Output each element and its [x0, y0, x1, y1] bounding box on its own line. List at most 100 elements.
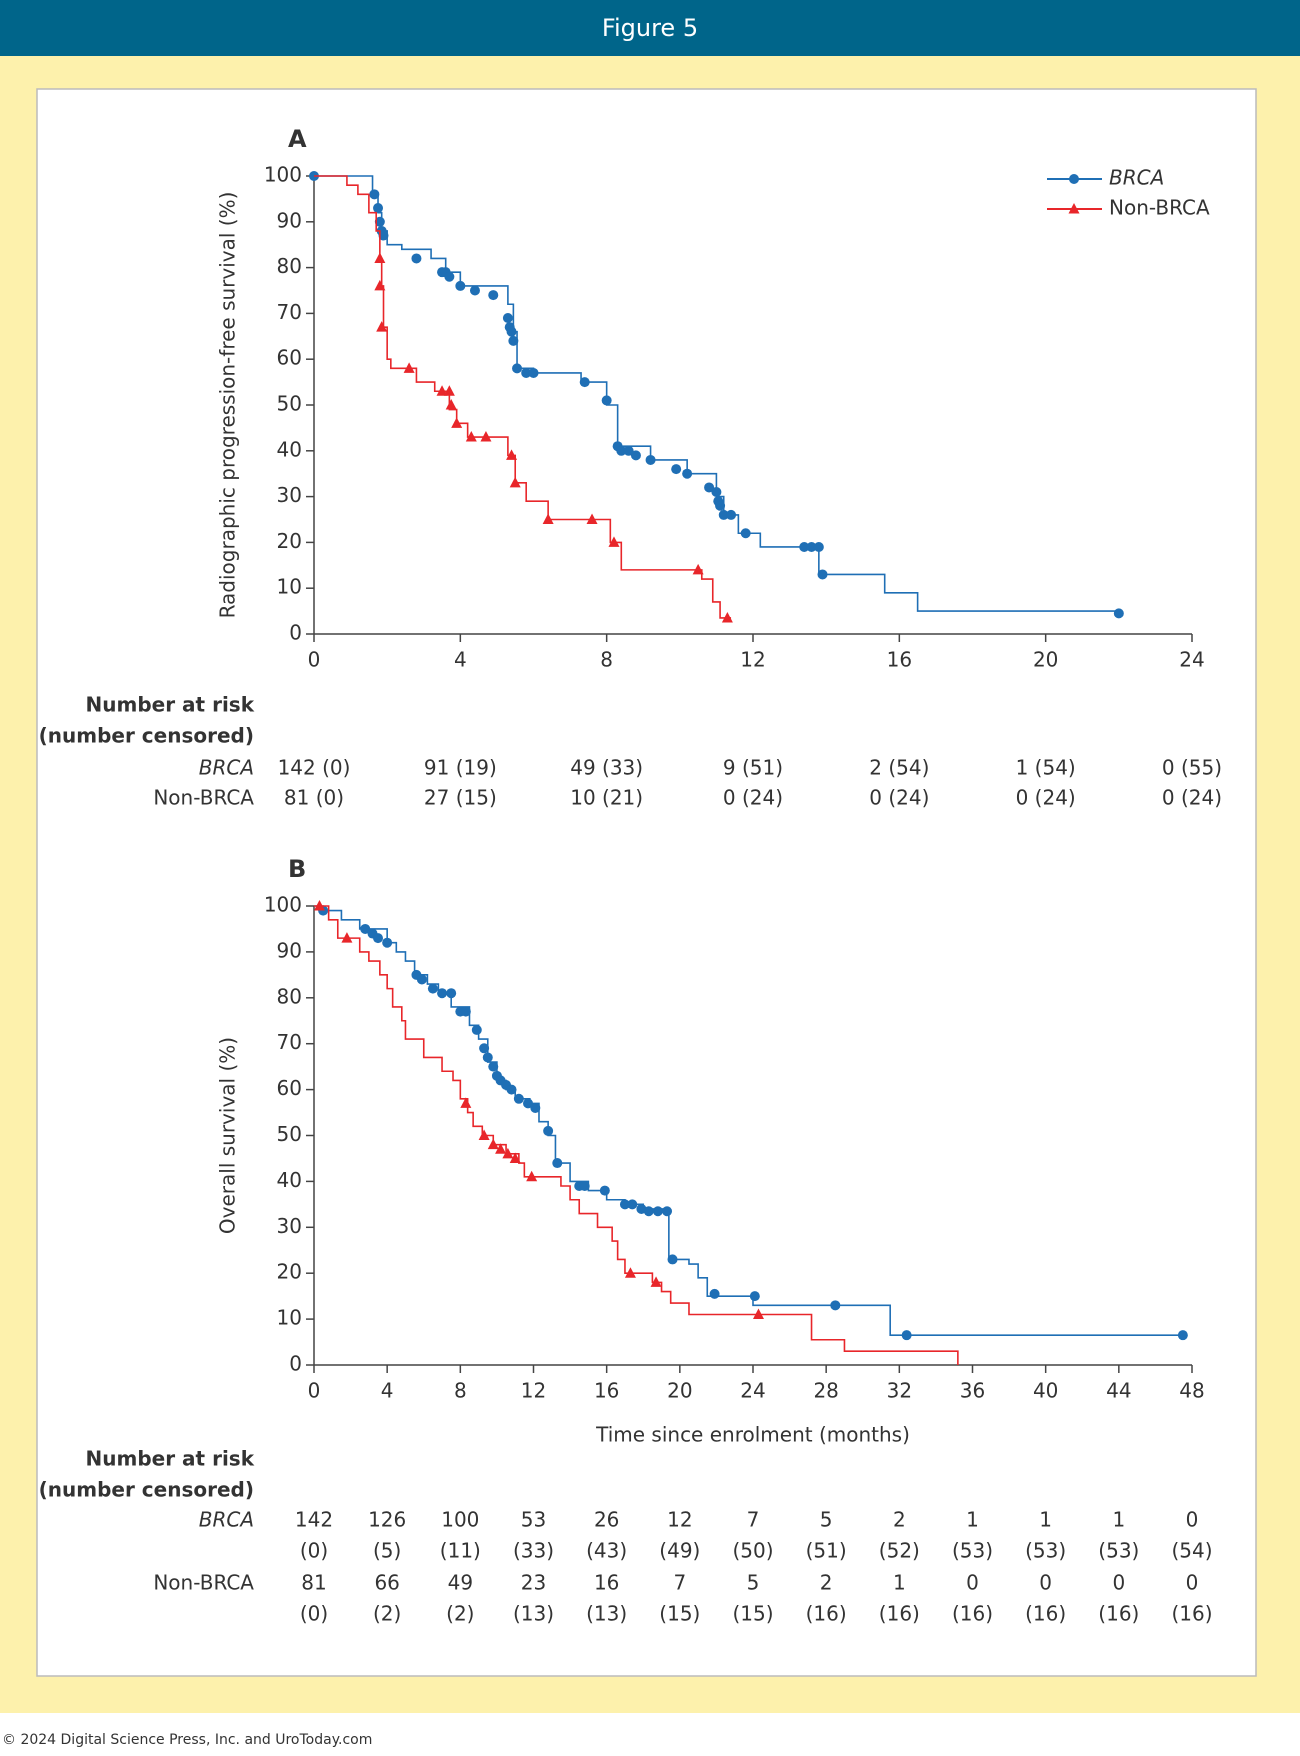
x-tick-label: 0: [308, 648, 321, 672]
risk-censored: (5): [373, 1539, 401, 1563]
censor-mark: [369, 189, 380, 200]
risk-count: 2: [893, 1508, 906, 1532]
y-tick-label: 80: [277, 254, 302, 278]
censor-mark: [749, 1291, 760, 1302]
risk-count: 2: [820, 1571, 833, 1595]
censor-mark: [528, 367, 539, 378]
risk-table-title: Number at risk: [86, 693, 255, 717]
risk-table-subtitle: (number censored): [39, 724, 254, 748]
risk-count: 91 (19): [424, 756, 497, 780]
x-tick-label: 16: [887, 648, 912, 672]
x-tick-label: 12: [521, 1379, 546, 1403]
censor-mark: [645, 454, 656, 465]
y-axis-label: Overall survival (%): [216, 1037, 240, 1234]
risk-count: 0: [1112, 1571, 1125, 1595]
x-tick-label: 48: [1179, 1379, 1204, 1403]
risk-censored: (53): [952, 1539, 993, 1563]
risk-count: 0 (24): [1016, 786, 1076, 810]
risk-censored: (50): [732, 1539, 773, 1563]
censor-mark: [509, 1152, 521, 1163]
censor-mark: [373, 203, 384, 214]
risk-count: 142 (0): [278, 756, 351, 780]
risk-count: 7: [747, 1508, 760, 1532]
risk-count: 0: [1039, 1571, 1052, 1595]
survival-line: [314, 905, 1183, 1336]
y-tick-label: 10: [277, 1306, 302, 1330]
risk-count: 10 (21): [570, 786, 643, 810]
risk-count: 1 (54): [1016, 756, 1076, 780]
censor-mark: [446, 988, 457, 999]
censor-mark: [374, 279, 386, 291]
risk-count: 12: [667, 1508, 692, 1532]
risk-censored: (51): [806, 1539, 847, 1563]
x-tick-label: 12: [740, 648, 765, 672]
censor-mark: [704, 482, 715, 493]
censor-mark: [650, 1276, 662, 1287]
censor-mark: [830, 1300, 841, 1311]
censor-mark: [806, 541, 817, 552]
censor-mark: [480, 431, 492, 442]
risk-count: 66: [374, 1571, 399, 1595]
risk-censored: (53): [1025, 1539, 1066, 1563]
y-tick-label: 0: [289, 621, 302, 645]
censor-mark: [1177, 1330, 1188, 1341]
censor-mark: [552, 1158, 563, 1169]
risk-count: 9 (51): [723, 756, 783, 780]
risk-row-label: BRCA: [199, 756, 254, 780]
y-tick-label: 40: [277, 1168, 302, 1192]
risk-censored: (16): [1098, 1602, 1139, 1626]
risk-censored: (43): [586, 1539, 627, 1563]
risk-count: 5: [820, 1508, 833, 1532]
censor-mark: [488, 1061, 499, 1072]
y-tick-label: 100: [264, 893, 302, 917]
risk-censored: (2): [446, 1602, 474, 1626]
censor-mark: [378, 230, 389, 241]
x-tick-label: 8: [600, 648, 613, 672]
risk-count: 0 (24): [1162, 786, 1222, 810]
censor-mark: [616, 445, 627, 456]
censor-mark: [374, 252, 386, 263]
y-tick-label: 40: [277, 437, 302, 461]
risk-count: 7: [673, 1571, 686, 1595]
header-title: Figure 5: [602, 14, 698, 42]
censor-mark: [627, 1199, 638, 1210]
censor-mark: [471, 1024, 482, 1035]
censor-mark: [444, 271, 455, 282]
risk-censored: (33): [513, 1539, 554, 1563]
censor-mark: [436, 385, 448, 396]
risk-censored: (2): [373, 1602, 401, 1626]
censor-mark: [437, 988, 448, 999]
panel-label: A: [288, 125, 307, 153]
x-tick-label: 4: [381, 1379, 394, 1403]
risk-censored: (49): [659, 1539, 700, 1563]
censor-mark: [813, 541, 824, 552]
censor-mark: [443, 385, 455, 396]
censor-mark: [721, 611, 733, 623]
censor-mark: [508, 335, 519, 346]
x-tick-label: 0: [308, 1379, 321, 1403]
risk-count: 1: [1112, 1508, 1125, 1532]
censor-mark: [488, 290, 499, 301]
censor-mark: [521, 367, 532, 378]
censor-mark: [526, 1170, 538, 1182]
censor-mark: [667, 1254, 678, 1265]
x-tick-label: 4: [454, 648, 467, 672]
risk-count: 27 (15): [424, 786, 497, 810]
risk-count: 142: [295, 1508, 333, 1532]
censor-mark: [382, 937, 393, 948]
risk-count: 49: [448, 1571, 473, 1595]
risk-count: 1: [1039, 1508, 1052, 1532]
risk-count: 0 (24): [869, 786, 929, 810]
censor-mark: [506, 449, 518, 460]
censor-mark: [482, 1052, 493, 1063]
censor-mark: [445, 399, 457, 410]
survival-line: [314, 175, 732, 619]
censor-mark: [523, 1098, 534, 1109]
censor-mark: [692, 563, 704, 575]
y-tick-label: 70: [277, 1030, 302, 1054]
censor-mark: [579, 377, 590, 388]
legend-label: BRCA: [1109, 166, 1164, 190]
legend-marker: [1068, 203, 1080, 214]
y-tick-label: 100: [264, 163, 302, 187]
